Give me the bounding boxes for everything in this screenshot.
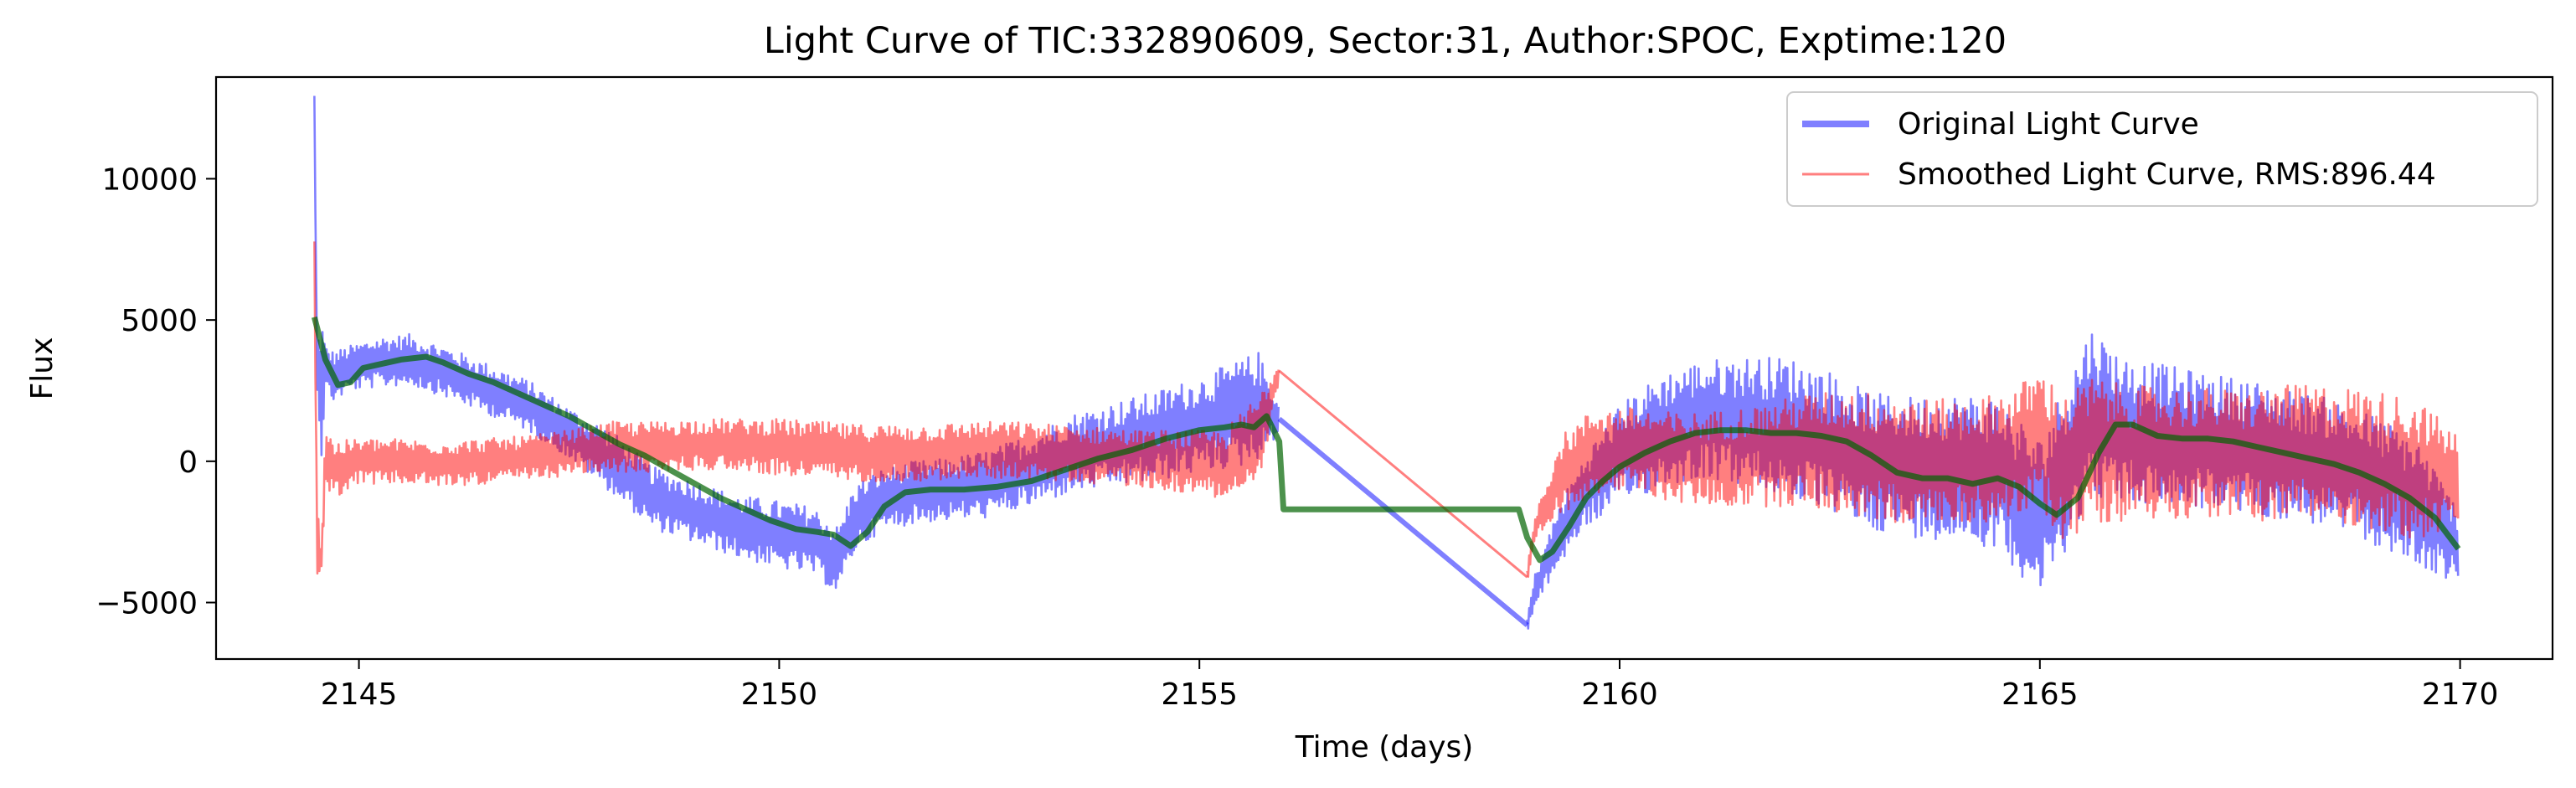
series-gap-line-0	[1277, 416, 1529, 627]
chart-title: Light Curve of TIC:332890609, Sector:31,…	[764, 20, 2007, 62]
y-axis: −5000 0 5000 10000	[95, 162, 216, 621]
legend-label-smoothed: Smoothed Light Curve, RMS:896.44	[1898, 157, 2436, 192]
legend: Original Light Curve Smoothed Light Curv…	[1786, 91, 2538, 207]
series-gap-line-1	[1278, 369, 1528, 579]
legend-label-original: Original Light Curve	[1898, 107, 2199, 142]
x-tick-label: 2150	[741, 677, 818, 712]
legend-box	[1786, 91, 2538, 207]
plot-series-layer	[312, 95, 2461, 630]
x-axis-label: Time (days)	[1295, 730, 1474, 765]
y-tick-label: −5000	[95, 587, 198, 621]
y-tick-label: 0	[178, 446, 198, 480]
y-tick-label: 10000	[101, 162, 198, 197]
y-tick-label: 5000	[121, 304, 198, 338]
series-line-2	[312, 316, 2461, 564]
x-tick-label: 2165	[2002, 677, 2079, 712]
x-tick-label: 2155	[1161, 677, 1238, 712]
x-tick-label: 2170	[2422, 677, 2499, 712]
x-axis: 2145 2150 2155 2160 2165 2170	[321, 659, 2499, 712]
y-axis-label: Flux	[25, 337, 59, 400]
plot-frame	[214, 75, 2554, 661]
x-tick-label: 2160	[1581, 677, 1658, 712]
series-2	[312, 316, 2461, 564]
x-tick-label: 2145	[321, 677, 398, 712]
